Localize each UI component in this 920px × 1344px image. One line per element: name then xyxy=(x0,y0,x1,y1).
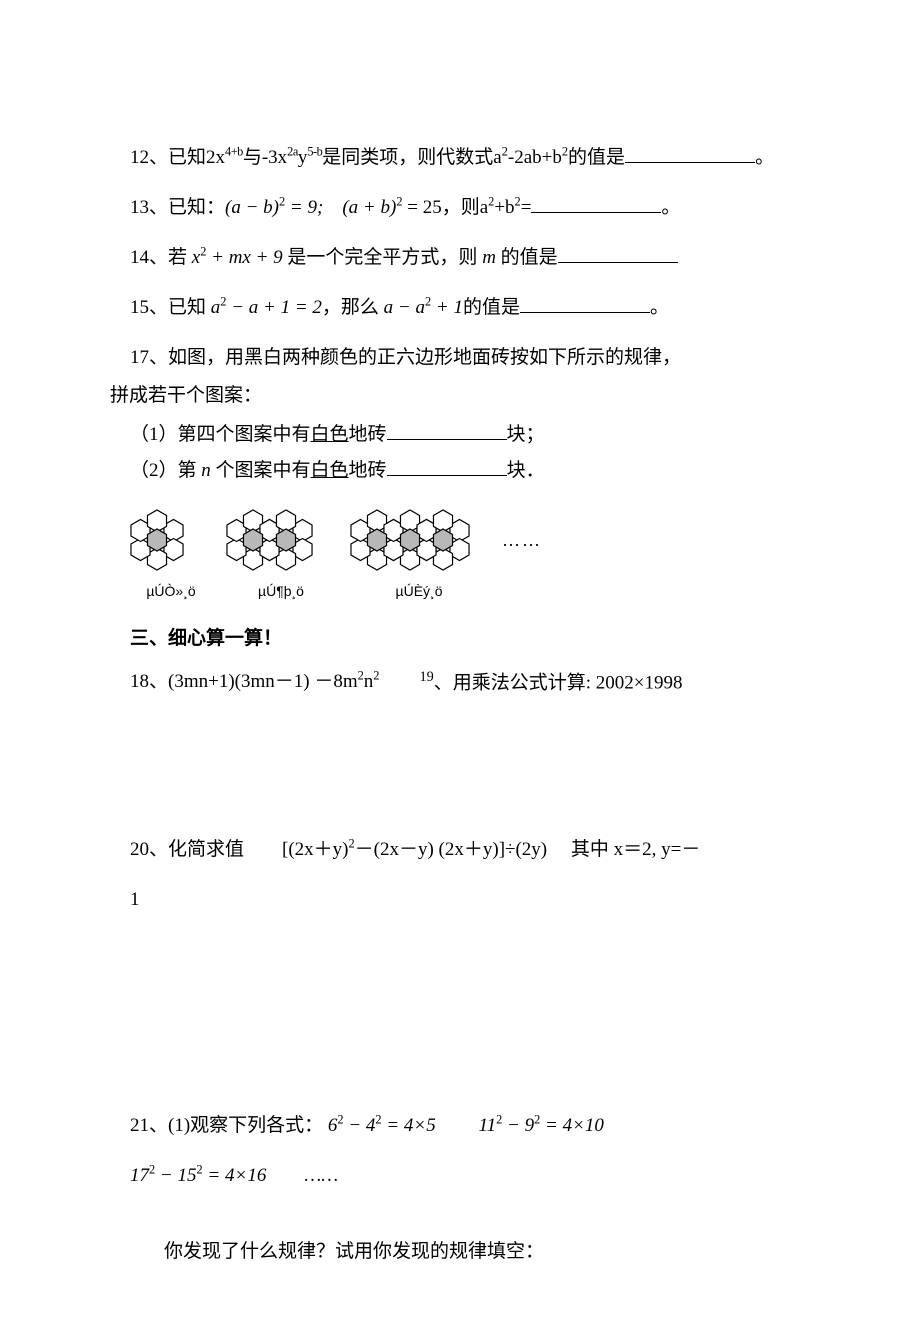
text: 地砖 xyxy=(349,424,387,445)
expr: = 4×16 …… xyxy=(203,1165,338,1186)
hex-label-2: µÚ¶þ¸ö xyxy=(258,583,304,599)
question-14: 14、若 x2 + mx + 9 是一个完全平方式，则 m 的值是 xyxy=(130,240,790,276)
text: 拼成若干个图案： xyxy=(110,385,262,406)
text: 块； xyxy=(507,424,545,445)
text: 18、(3mn+1)(3mn－1) －8m xyxy=(130,671,358,692)
expr: (a − b) xyxy=(225,197,279,218)
expr: − 15 xyxy=(155,1165,196,1186)
question-17-line1: 17、如图，用黑白两种颜色的正六边形地面砖按如下所示的规律， xyxy=(130,340,790,376)
text: 、用乘法公式计算: 2002×1998 xyxy=(434,672,683,693)
question-17-line2: 拼成若干个图案： xyxy=(110,378,790,414)
answer-blank[interactable] xyxy=(387,420,507,440)
expr: + mx + 9 xyxy=(206,247,282,268)
expr: = 4×10 xyxy=(540,1115,604,1136)
text: 的值是 xyxy=(496,247,558,268)
expr: 11 xyxy=(478,1115,496,1136)
text: 的值是 xyxy=(568,147,625,168)
text: y xyxy=(298,147,308,168)
text: 。 xyxy=(755,147,774,168)
qnum: 19 xyxy=(419,669,433,685)
expr: (a + b) xyxy=(342,197,396,218)
hex-svg-1 xyxy=(130,503,212,577)
hex-svg-3 xyxy=(350,503,488,577)
question-21-line2: 172 − 152 = 4×16 …… xyxy=(130,1158,790,1194)
text: 17、如图，用黑白两种颜色的正六边形地面砖按如下所示的规律， xyxy=(130,347,681,368)
var: a xyxy=(211,297,221,318)
text: 13、已知： xyxy=(130,197,225,218)
ellipsis: …… xyxy=(502,530,542,571)
hex-figure-3: µÚÈý¸ö xyxy=(350,503,488,599)
var: m xyxy=(482,247,496,268)
text-underline: 白色 xyxy=(311,424,349,445)
question-21-ask: 你发现了什么规律？试用你发现的规律填空： xyxy=(164,1234,790,1270)
expr: 17 xyxy=(130,1165,149,1186)
expr: a − a xyxy=(384,297,425,318)
hex-label-1: µÚÒ»¸ö xyxy=(146,583,195,599)
hex-figure-1: µÚÒ»¸ö xyxy=(130,503,212,599)
text: 14、若 xyxy=(130,247,192,268)
question-17-sub1: （1）第四个图案中有白色地砖 块； xyxy=(130,417,790,453)
question-15: 15、已知 a2 − a + 1 = 2，那么 a − a2 + 1的值是。 xyxy=(130,290,790,326)
hex-svg-2 xyxy=(226,503,336,577)
text: 地砖 xyxy=(349,460,387,481)
text: （2）第 xyxy=(130,460,201,481)
answer-blank[interactable] xyxy=(625,143,755,163)
text: = 25，则a xyxy=(402,197,488,218)
question-19: 19、用乘法公式计算: 2002×1998 xyxy=(419,664,682,701)
text: +b xyxy=(494,197,514,218)
expr: = 9; xyxy=(285,197,342,218)
expr: + 1 xyxy=(431,297,463,318)
expr: − 9 xyxy=(502,1115,534,1136)
text: （1）第四个图案中有 xyxy=(130,424,311,445)
answer-blank[interactable] xyxy=(520,293,650,313)
answer-blank[interactable] xyxy=(387,456,507,476)
text-underline: 白色 xyxy=(311,460,349,481)
question-12: 12、已知2x4+b与-3x2ay5-b是同类项，则代数式a2-2ab+b2的值… xyxy=(130,140,790,176)
var: x xyxy=(192,247,200,268)
exp: 4+b xyxy=(225,145,243,159)
section-3-title: 三、细心算一算！ xyxy=(130,623,790,650)
spacer xyxy=(130,938,790,1108)
text: ，那么 xyxy=(322,297,384,318)
expr: − 4 xyxy=(344,1115,376,1136)
text: 15、已知 xyxy=(130,297,211,318)
text: 块． xyxy=(507,460,545,481)
question-13: 13、已知：(a − b)2 = 9; (a + b)2 = 25，则a2+b2… xyxy=(130,190,790,226)
exp: 2 xyxy=(373,668,379,682)
question-18-19: 18、(3mn+1)(3mn－1) －8m2n2 19、用乘法公式计算: 200… xyxy=(130,664,790,701)
question-20: 20、化简求值 [(2x＋y)2－(2x－y) (2x＋y)]÷(2y) 其中 … xyxy=(130,825,790,924)
exp: 5-b xyxy=(307,145,322,159)
text: 个图案中有 xyxy=(211,460,311,481)
text: 。 xyxy=(661,197,680,218)
exp: 2a xyxy=(287,145,298,159)
question-21-line1: 21、(1)观察下列各式： 62 − 42 = 4×5 112 − 92 = 4… xyxy=(130,1108,790,1144)
text: 与-3x xyxy=(243,147,287,168)
text: 。 xyxy=(650,297,669,318)
text: 12、已知2x xyxy=(130,147,225,168)
text: 是同类项，则代数式a xyxy=(322,147,501,168)
text: n xyxy=(364,671,374,692)
text: －(2x－y) (2x＋y)]÷(2y) 其中 x＝2, y=－ xyxy=(355,839,701,860)
question-17-sub2: （2）第 n 个图案中有白色地砖 块． xyxy=(130,453,790,489)
hex-figure-row: µÚÒ»¸ö µÚ¶þ¸ö µÚÈý¸ö …… xyxy=(130,503,790,599)
text: = xyxy=(521,197,532,218)
hex-figure-2: µÚ¶þ¸ö xyxy=(226,503,336,599)
question-18: 18、(3mn+1)(3mn－1) －8m2n2 xyxy=(130,664,379,701)
text: 1 xyxy=(130,889,140,910)
text: 是一个完全平方式，则 xyxy=(283,247,483,268)
text: 的值是 xyxy=(463,297,520,318)
text: 21、(1)观察下列各式： xyxy=(130,1115,323,1136)
text: -2ab+b xyxy=(508,147,562,168)
answer-blank[interactable] xyxy=(558,243,678,263)
answer-blank[interactable] xyxy=(531,193,661,213)
hex-label-3: µÚÈý¸ö xyxy=(396,583,443,599)
spacer xyxy=(130,715,790,825)
expr: − a + 1 = 2 xyxy=(226,297,321,318)
expr: 6 xyxy=(328,1115,338,1136)
var: n xyxy=(201,460,211,481)
text: 20、化简求值 [(2x＋y) xyxy=(130,839,348,860)
expr: = 4×5 xyxy=(382,1115,474,1136)
spacer xyxy=(130,1208,790,1234)
